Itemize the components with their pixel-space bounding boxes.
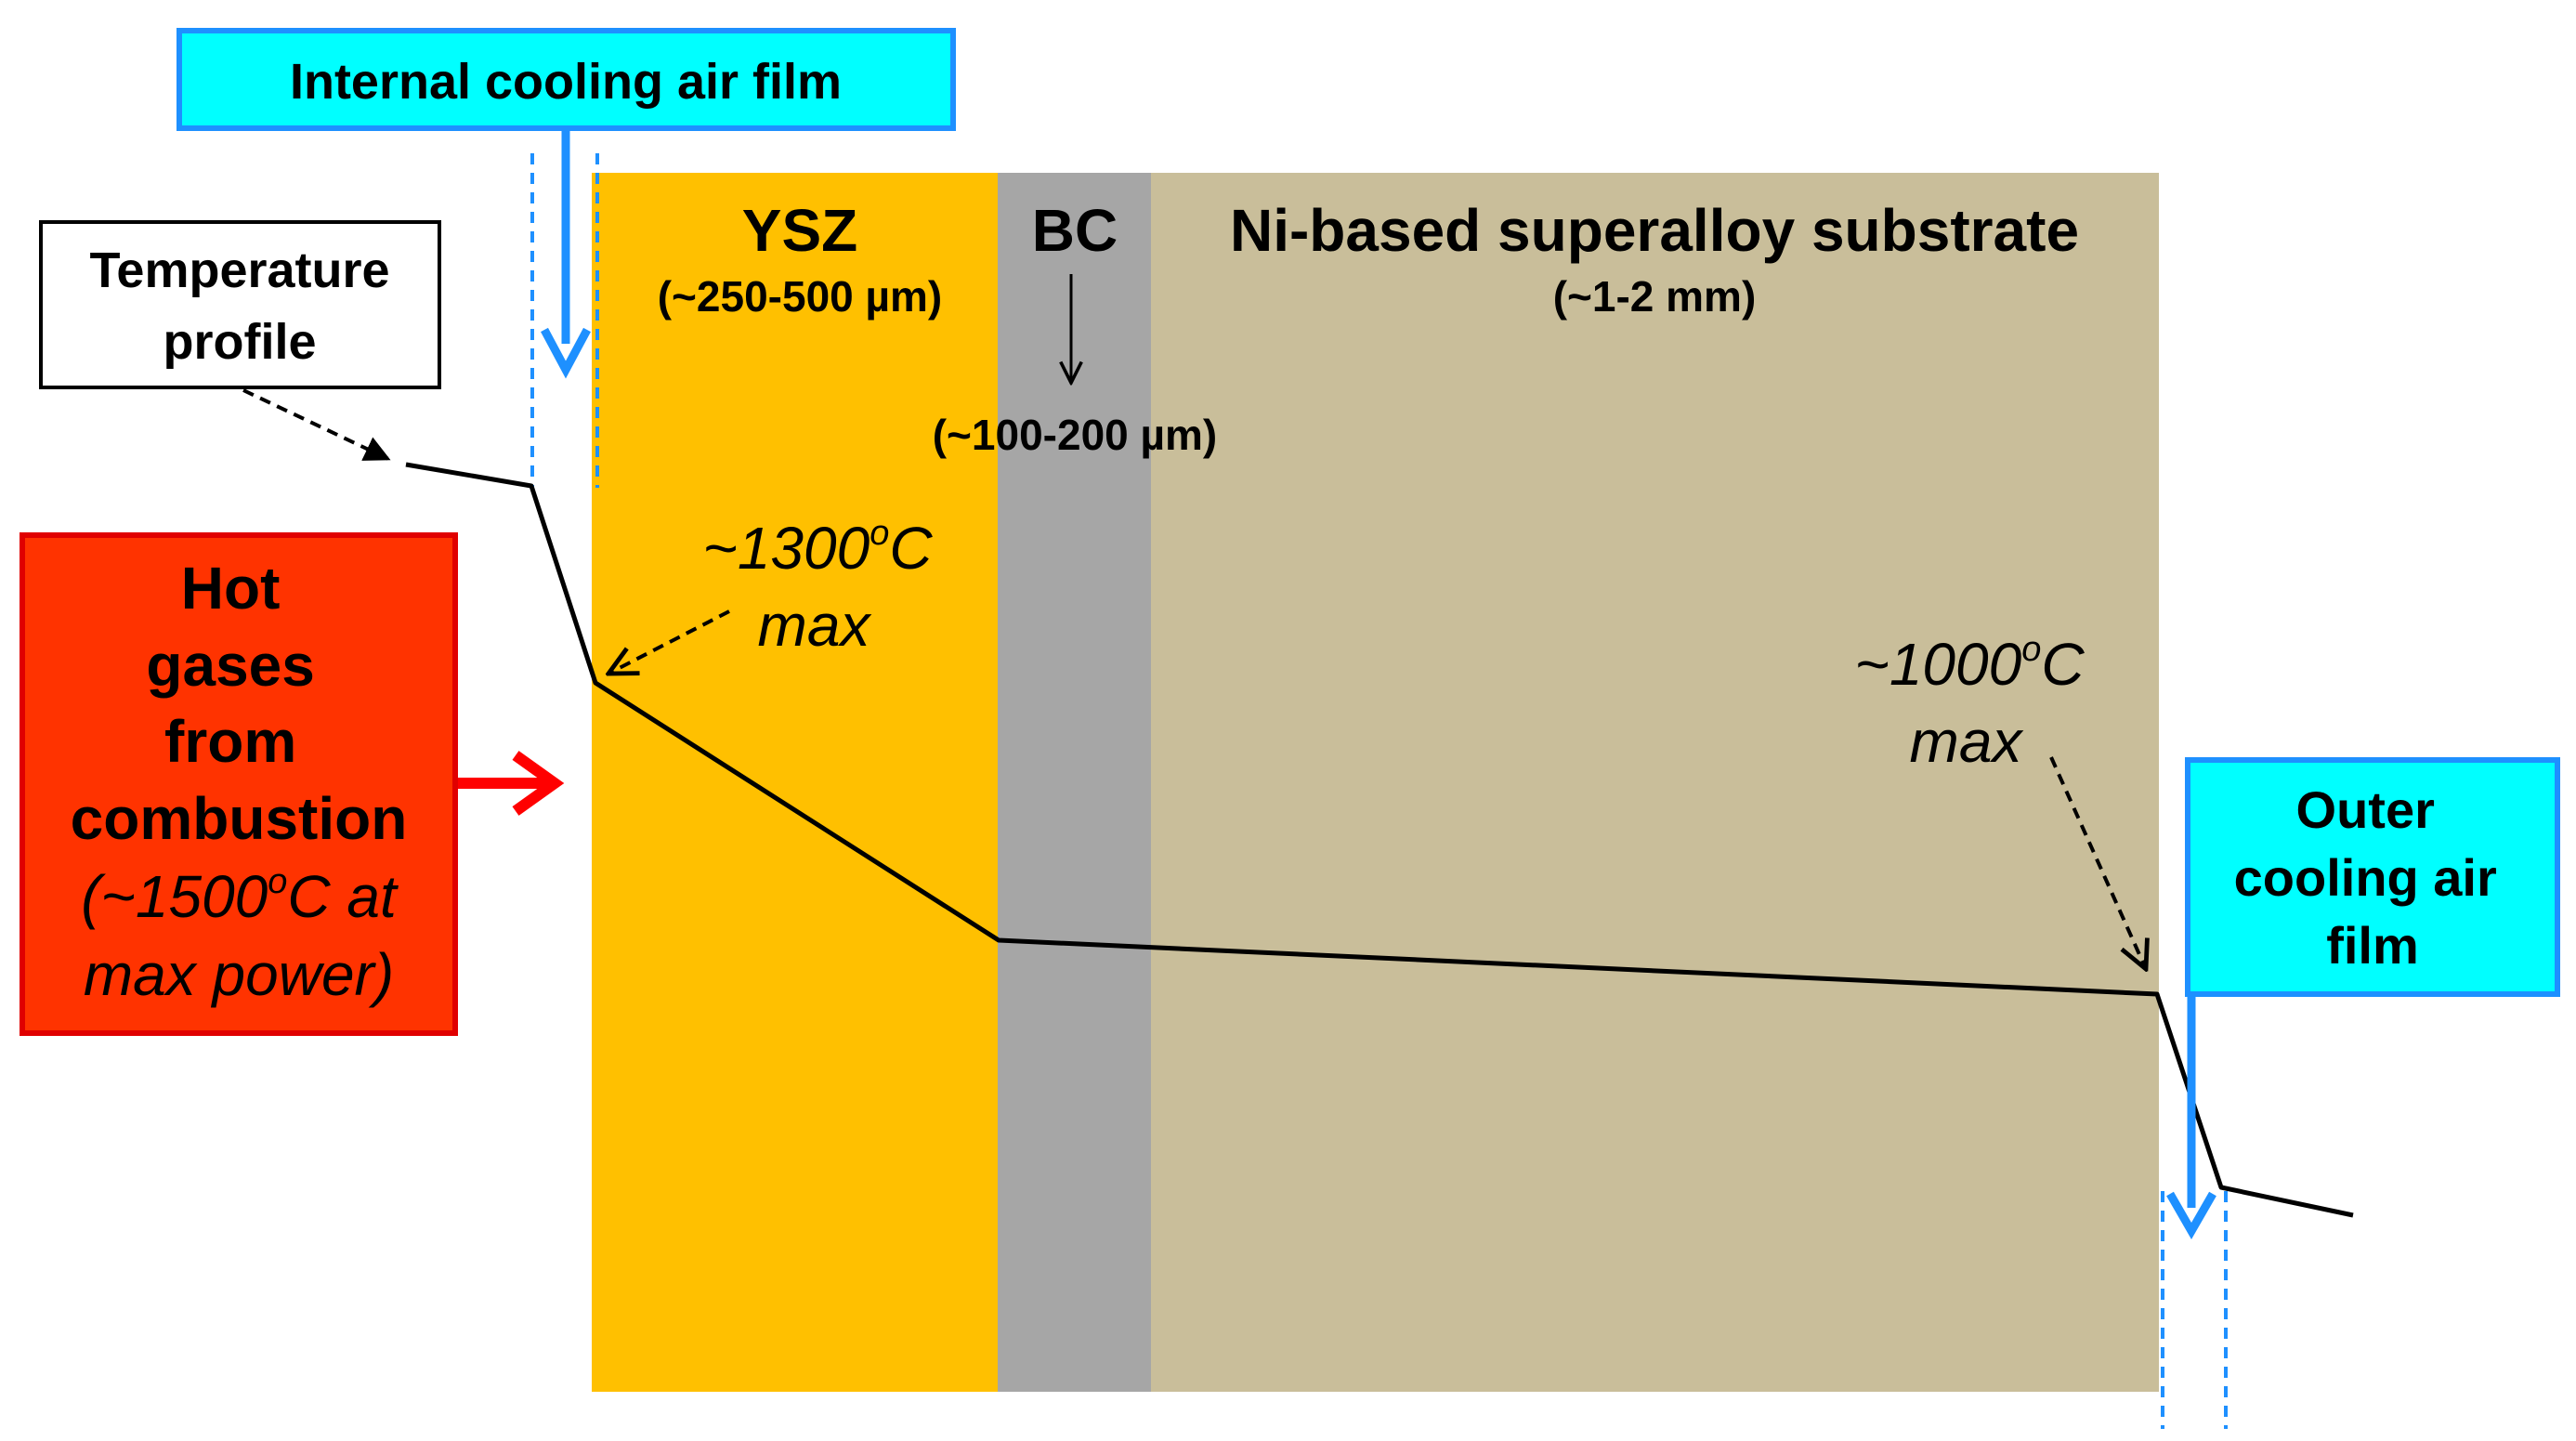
hot-gases-line4: combustion xyxy=(71,785,408,852)
bond-coat-layer xyxy=(998,173,1151,1392)
ysz-title: YSZ xyxy=(742,197,857,264)
bc-title: BC xyxy=(1032,197,1118,264)
max-temp-substrate-line1: ~1000oC xyxy=(1854,630,2085,698)
hot-gases-line3: from xyxy=(164,708,296,775)
hot-gases-line1: Hot xyxy=(181,555,281,622)
internal-cooling-label: Internal cooling air film xyxy=(290,54,842,110)
bc-thickness: (~100-200 µm) xyxy=(933,411,1218,459)
temperature-profile-label-line2: profile xyxy=(163,314,316,370)
max-temp-substrate-line2: max xyxy=(1910,708,2024,775)
substrate-layer xyxy=(1151,173,2159,1392)
substrate-thickness: (~1-2 mm) xyxy=(1553,272,1757,321)
hot-gases-label: Hot gases from combustion xyxy=(71,555,408,852)
outer-cooling-arrow-head-icon xyxy=(2166,1191,2216,1240)
hot-gases-line2: gases xyxy=(146,632,314,699)
temperature-profile-pointer xyxy=(242,388,391,461)
temperature-profile-line xyxy=(405,462,2354,1218)
hot-gases-temp-line2: max power) xyxy=(84,941,394,1008)
outer-cooling-line3: film xyxy=(2326,916,2419,975)
max-temp-ysz-line1: ~1300oC xyxy=(702,514,933,582)
outer-cooling-line2: cooling air xyxy=(2234,848,2497,907)
hot-gases-box xyxy=(20,532,458,1036)
outer-cooling-label: Outer cooling air film xyxy=(2234,780,2512,975)
internal-cooling-box xyxy=(177,28,956,131)
internal-cooling-arrow-head-icon xyxy=(541,327,591,379)
temperature-profile-label-line1: Temperature xyxy=(89,242,389,298)
substrate-title: Ni-based superalloy substrate xyxy=(1230,197,2079,264)
hot-gas-arrow-head-icon xyxy=(512,751,565,816)
ysz-thickness: (~250-500 µm) xyxy=(658,272,943,321)
temperature-profile-box xyxy=(39,220,441,389)
ysz-layer xyxy=(592,173,998,1392)
max-temp-substrate-pointer xyxy=(2049,756,2146,969)
max-temp-ysz-line2: max xyxy=(758,592,872,659)
outer-cooling-box xyxy=(2185,757,2560,997)
outer-cooling-line1: Outer xyxy=(2296,780,2435,839)
max-temp-ysz-pointer xyxy=(608,609,730,674)
hot-gases-temp-line1: (~1500oC at xyxy=(81,862,399,930)
